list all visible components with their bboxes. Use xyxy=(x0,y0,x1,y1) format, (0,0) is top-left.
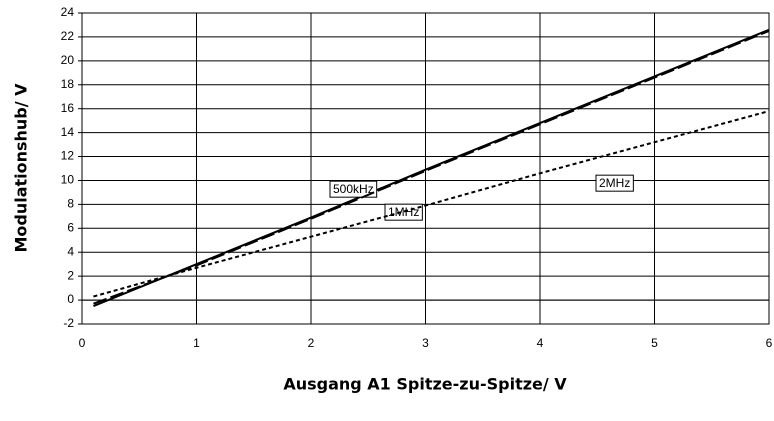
series-label: 500kHz xyxy=(333,182,374,196)
series-label-box xyxy=(595,174,634,192)
x-tick-label: 0 xyxy=(79,336,86,350)
y-tick-label: 4 xyxy=(67,244,74,258)
y-axis-title: Modulationshub/ V xyxy=(12,83,31,253)
series-line xyxy=(93,110,770,298)
y-tick-label: 16 xyxy=(61,101,75,115)
y-tick-label: 8 xyxy=(67,197,74,211)
series-line xyxy=(93,30,770,305)
y-tick-label: 10 xyxy=(61,173,75,187)
y-tick-label: 24 xyxy=(61,5,75,19)
y-tick-label: 2 xyxy=(67,268,74,282)
x-axis-title: Ausgang A1 Spitze-zu-Spitze/ V xyxy=(283,375,567,394)
x-tick-label: 1 xyxy=(193,336,200,350)
y-tick-label: 14 xyxy=(61,125,75,139)
x-tick-label: 4 xyxy=(537,336,544,350)
series-label-box xyxy=(329,180,378,198)
y-tick-label: 0 xyxy=(67,292,74,306)
y-tick-label: 22 xyxy=(61,29,75,43)
x-tick-label: 2 xyxy=(308,336,315,350)
x-tick-label: 6 xyxy=(766,336,773,350)
x-tick-label: 3 xyxy=(422,336,429,350)
y-tick-label: 20 xyxy=(61,53,75,67)
series-line xyxy=(93,28,770,307)
y-tick-label: -2 xyxy=(63,316,74,330)
y-tick-label: 18 xyxy=(61,77,75,91)
y-tick-label: 6 xyxy=(67,220,74,234)
series-label: 2MHz xyxy=(599,176,630,190)
y-tick-label: 12 xyxy=(61,149,75,163)
series-label: 1MHz xyxy=(388,205,419,219)
x-tick-label: 5 xyxy=(651,336,658,350)
